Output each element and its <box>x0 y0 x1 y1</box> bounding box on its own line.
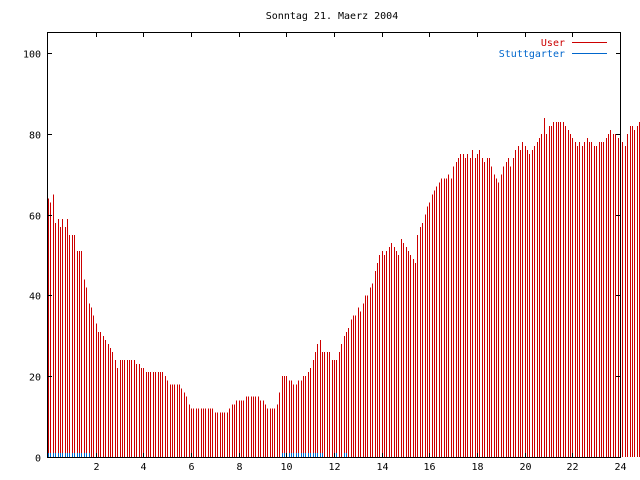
x-tick-label: 2 <box>93 462 99 473</box>
y-tick-label: 0 <box>35 454 41 465</box>
chart-title: Sonntag 21. Maerz 2004 <box>266 11 398 22</box>
plot-frame <box>47 32 621 458</box>
series-user <box>48 117 640 457</box>
x-tick-label: 10 <box>280 462 292 473</box>
y-tick-label: 40 <box>29 292 41 303</box>
x-tick-label: 16 <box>423 462 435 473</box>
x-tick-label: 22 <box>566 462 578 473</box>
x-tick-label: 24 <box>614 462 626 473</box>
y-tick-label: 80 <box>29 131 41 142</box>
bar-marks <box>48 117 640 457</box>
y-tick-label: 20 <box>29 373 41 384</box>
x-tick-label: 20 <box>519 462 531 473</box>
legend-label: Stuttgarter <box>499 49 565 60</box>
y-tick-label: 60 <box>29 212 41 223</box>
y-tick-label: 100 <box>23 50 41 61</box>
x-tick-label: 4 <box>140 462 146 473</box>
x-tick-label: 18 <box>471 462 483 473</box>
x-tick-label: 8 <box>236 462 242 473</box>
x-tick-label: 6 <box>188 462 194 473</box>
legend-label: User <box>541 38 565 49</box>
x-tick-label: 14 <box>376 462 388 473</box>
x-tick-label: 12 <box>328 462 340 473</box>
